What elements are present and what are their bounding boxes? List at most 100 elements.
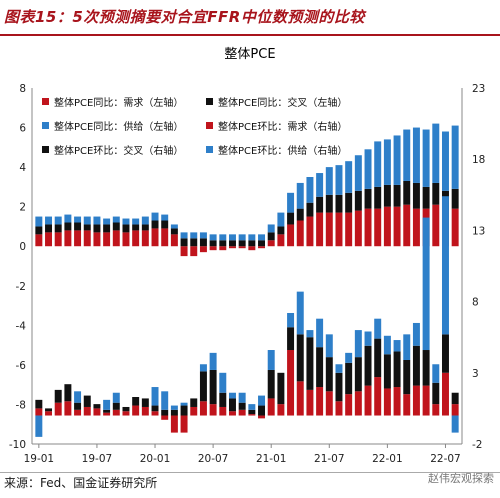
bar-left-s1-21-02	[277, 226, 285, 235]
left-tick-label: 2	[19, 202, 26, 214]
bar-left-s2-19-07	[93, 216, 101, 225]
bar-right-s4-20-05	[190, 398, 198, 407]
bar-right-s5-19-08	[103, 399, 111, 410]
right-tick-label: 23	[472, 83, 485, 95]
bar-left-s2-20-07	[209, 234, 217, 241]
bar-left-s0-22-08	[451, 208, 459, 247]
bar-left-s0-20-01	[151, 228, 159, 247]
bar-left-s2-19-01	[35, 216, 43, 227]
bar-right-s3-20-06	[199, 401, 207, 416]
bar-left-s1-22-02	[393, 184, 401, 207]
bar-right-s4-21-01	[267, 369, 275, 399]
bar-left-s0-20-09	[228, 246, 236, 249]
left-tick-label: 8	[19, 83, 26, 95]
legend-label: 整体PCE环比：交叉（右轴）	[54, 144, 183, 157]
figure-title: 图表15：5次预测摘要对合宜FFR中位数预测的比较	[4, 8, 365, 26]
x-tick-label: 20-01	[140, 453, 171, 465]
bar-right-s3-19-04	[64, 401, 72, 416]
bar-left-s2-21-03	[287, 192, 295, 213]
bar-right-s3-21-03	[287, 350, 295, 416]
bar-left-s1-21-04	[296, 208, 304, 221]
bar-right-s5-21-09	[345, 352, 353, 363]
bar-left-s1-19-09	[112, 222, 120, 231]
bar-right-s4-22-08	[451, 392, 459, 405]
bar-right-s5-19-09	[112, 392, 120, 403]
bar-left-s0-21-09	[345, 212, 353, 247]
bar-right-s4-19-05	[74, 402, 82, 410]
bar-right-s4-21-12	[374, 338, 382, 378]
bar-right-s3-20-02	[161, 415, 169, 420]
bar-left-s1-21-11	[364, 188, 372, 209]
left-tick-label: 6	[19, 123, 26, 135]
bar-right-s4-21-05	[306, 337, 314, 390]
bar-right-s4-21-06	[316, 347, 324, 388]
bar-right-s4-21-04	[296, 334, 304, 382]
left-tick-label: 4	[19, 162, 26, 174]
bar-left-s2-22-01	[383, 139, 391, 185]
bar-right-s4-22-01	[383, 354, 391, 389]
bar-right-s5-21-07	[325, 334, 333, 358]
bar-right-s5-19-01	[35, 415, 43, 437]
bar-right-s5-20-12	[258, 395, 266, 406]
bar-left-s2-19-04	[64, 214, 72, 223]
bar-right-s5-20-01	[151, 387, 159, 406]
bar-right-s4-21-08	[335, 372, 343, 402]
bar-left-s1-21-09	[345, 192, 353, 213]
x-tick-label: 19-01	[24, 453, 55, 465]
bar-left-s0-20-12	[258, 246, 266, 249]
bar-right-s4-19-04	[64, 384, 72, 402]
bar-right-s3-22-02	[393, 387, 401, 416]
bar-left-s1-20-12	[258, 240, 266, 247]
bar-left-s1-19-02	[45, 224, 53, 233]
bar-right-s5-20-09	[228, 392, 236, 399]
bar-right-s5-19-05	[74, 391, 82, 403]
bar-right-s3-21-06	[316, 387, 324, 416]
bar-left-s2-22-04	[412, 127, 420, 183]
bar-left-s2-20-03	[170, 224, 178, 229]
bar-left-s1-20-08	[219, 240, 227, 247]
x-tick-label: 21-07	[314, 453, 345, 465]
bar-left-s2-19-08	[103, 218, 111, 225]
left-tick-label: -2	[16, 281, 26, 293]
bar-right-s3-19-06	[83, 406, 91, 416]
bar-left-s1-20-06	[199, 238, 207, 247]
bar-left-s0-21-03	[287, 224, 295, 247]
bar-left-s0-21-01	[267, 240, 275, 247]
bar-right-s4-20-07	[209, 369, 217, 405]
bar-left-s1-21-05	[306, 202, 314, 217]
bar-right-s3-20-09	[228, 411, 236, 416]
bar-left-s2-22-02	[393, 135, 401, 185]
bar-left-s0-19-07	[93, 232, 101, 247]
bar-left-s2-20-09	[228, 234, 236, 241]
bar-right-s3-19-01	[35, 408, 43, 416]
bar-right-s4-20-10	[238, 402, 246, 410]
bar-right-s3-20-03	[170, 415, 178, 433]
bar-right-s3-22-03	[403, 394, 411, 416]
bar-right-s3-22-06	[432, 404, 440, 416]
bar-right-s5-20-03	[170, 405, 178, 410]
title-rule	[0, 34, 500, 36]
bar-right-s3-19-10	[122, 411, 130, 416]
left-tick-label: -6	[16, 360, 27, 372]
bar-left-s2-19-09	[112, 216, 120, 223]
bar-left-s1-19-08	[103, 224, 111, 233]
bar-right-s4-20-12	[258, 405, 266, 416]
bar-right-s4-22-04	[412, 345, 420, 386]
bar-right-s4-22-03	[403, 359, 411, 395]
bar-right-s5-21-05	[306, 330, 314, 338]
bar-left-s1-19-12	[141, 224, 149, 231]
bar-left-s1-20-03	[170, 228, 178, 235]
bar-left-s1-22-08	[451, 188, 459, 209]
watermark: 赵伟宏观探索	[428, 472, 494, 485]
bar-left-s1-21-12	[374, 186, 382, 209]
bar-left-s2-20-10	[238, 234, 246, 241]
bar-left-s0-20-04	[180, 246, 188, 257]
legend-label: 整体PCE同比：供给（左轴）	[54, 120, 183, 133]
bar-left-s2-20-06	[199, 232, 207, 239]
bar-left-s0-20-10	[238, 246, 246, 249]
bar-right-s4-19-11	[132, 397, 140, 406]
bar-left-s2-21-12	[374, 141, 382, 187]
bar-left-s1-20-07	[209, 240, 217, 247]
bar-right-s5-22-04	[412, 322, 420, 346]
bar-left-s0-22-06	[432, 204, 440, 247]
